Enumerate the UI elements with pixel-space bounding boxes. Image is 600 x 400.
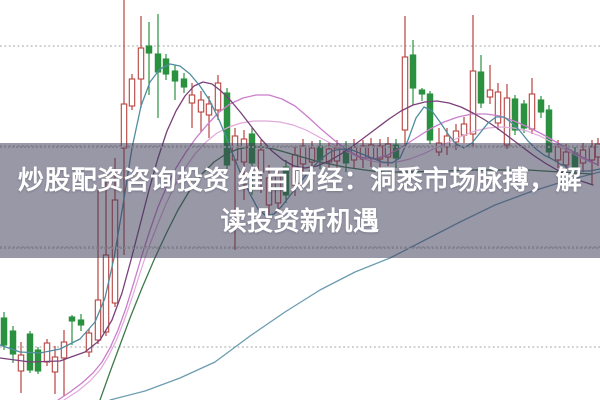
caption-overlay-band: 炒股配资咨询投资 维百财经：洞悉市场脉搏，解 读投资新机遇: [0, 143, 600, 258]
caption-line-1: 炒股配资咨询投资 维百财经：洞悉市场脉搏，解: [17, 164, 583, 195]
caption-line-2: 读投资新机遇: [220, 205, 380, 236]
grid-dotted-line: [0, 247, 600, 249]
grid-dotted-line: [0, 146, 600, 148]
